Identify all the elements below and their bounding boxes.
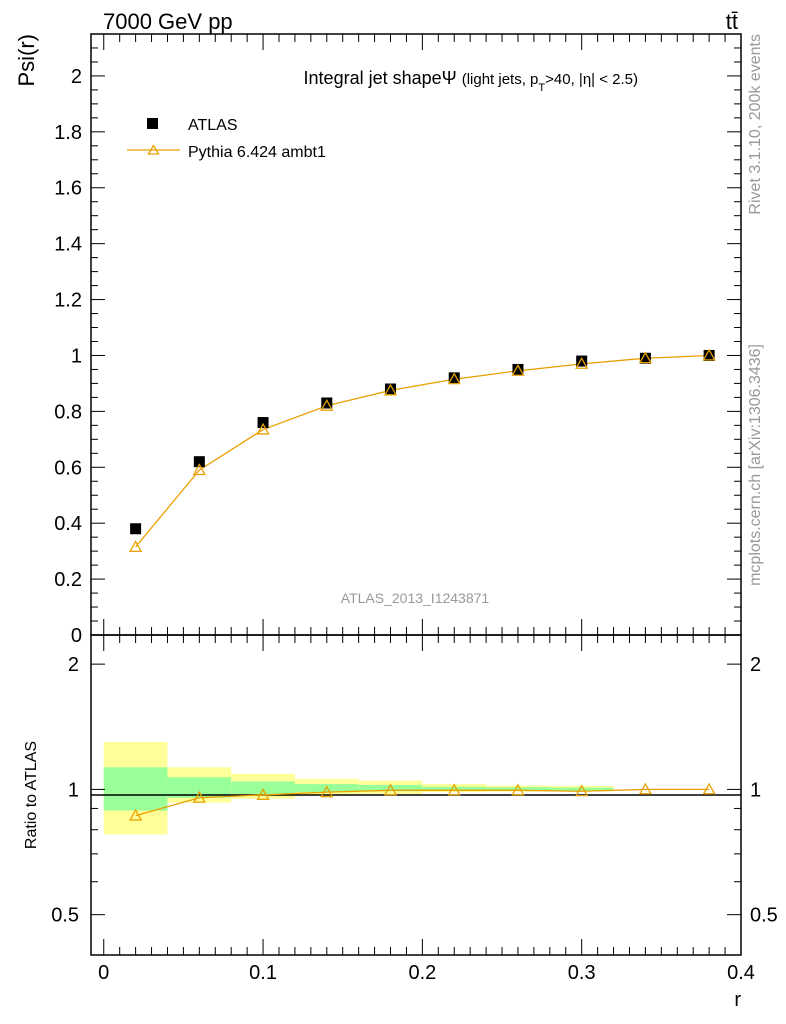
atlas-point xyxy=(385,383,397,395)
ratio-panel: 0.5 0.51 12 2 0 0.1 0.2 0.3 0.4 Ratio to ATLAS … xyxy=(23,634,778,1011)
atlas-point xyxy=(512,363,524,375)
pythia-point xyxy=(702,348,716,361)
main-y-tick-label: 0.2 xyxy=(54,569,82,591)
atlas-point xyxy=(639,352,651,364)
title-subscript: T xyxy=(538,82,545,94)
ratio-pythia-point xyxy=(383,783,398,796)
energy-label: 7000 GeV pp xyxy=(103,9,233,34)
ratio-inner-band xyxy=(231,781,295,794)
main-y-label: Psi(r) xyxy=(14,34,39,87)
ratio-inner-band xyxy=(167,777,232,798)
ratio-pythia-point xyxy=(511,783,525,796)
pythia-line xyxy=(135,354,710,548)
atlas-point xyxy=(576,355,588,367)
ratio-y-tick-label: 0.5 xyxy=(51,905,79,927)
atlas-point xyxy=(257,417,269,429)
main-panel: 0 0.2 0.4 0.6 0.8 1 1.2 1.4 1.6 1.8 2 Psi(r) Integ… xyxy=(14,33,742,647)
ratio-inner-band xyxy=(358,784,423,792)
x-tick-label: 0 xyxy=(98,962,109,984)
atlas-point xyxy=(321,397,333,409)
ratio-pythia-point xyxy=(447,783,461,796)
x-tick-label: 0.3 xyxy=(568,962,596,984)
title-suffix: (light jets, p xyxy=(462,71,539,88)
legend-pythia-label: Pythia 6.424 ambt1 xyxy=(188,144,326,161)
main-y-tick-label: 1.8 xyxy=(54,122,82,144)
ratio-pythia-point xyxy=(575,784,589,797)
legend-atlas-marker xyxy=(147,118,158,129)
ratio-inner-band xyxy=(294,784,359,793)
ratio-y-tick-label-right: 2 xyxy=(750,654,761,676)
ratio-plot-marks xyxy=(129,782,716,821)
x-tick-label: 0.4 xyxy=(727,962,755,984)
main-y-tick-label: 0 xyxy=(71,625,82,647)
mcplots-label: mcplots.cern.ch [arXiv:1306.3436] xyxy=(747,344,764,586)
ratio-inner-band xyxy=(422,786,487,791)
main-plot-marks xyxy=(129,348,716,552)
ratio-y-tick-label: 2 xyxy=(68,654,79,676)
legend-atlas-label: ATLAS xyxy=(188,117,238,134)
main-y-tick-label: 0.8 xyxy=(54,401,82,423)
atlas-point xyxy=(703,349,715,361)
ratio-frame xyxy=(90,634,742,956)
main-y-tick-label: 1 xyxy=(71,345,82,367)
x-axis-label: r xyxy=(734,989,741,1011)
x-axis: 0 0.1 0.2 0.3 0.4 xyxy=(98,635,755,984)
legend: ATLAS Pythia 6.424 ambt1 xyxy=(127,117,326,161)
pythia-point xyxy=(192,463,206,476)
pythia-point xyxy=(447,372,461,385)
process-label: tt̄ xyxy=(726,9,738,34)
pythia-point xyxy=(129,540,143,552)
legend-pythia-marker xyxy=(147,144,160,155)
pythia-point xyxy=(638,351,653,364)
ratio-inner-band xyxy=(103,767,168,811)
pythia-point xyxy=(256,422,270,435)
ratio-inner-band xyxy=(549,787,614,791)
ratio-y-label: Ratio to ATLAS xyxy=(23,741,40,849)
ratio-pythia-line xyxy=(135,788,710,817)
pythia-point xyxy=(511,364,525,376)
main-y-tick-label: 1.2 xyxy=(54,290,82,312)
ratio-y-axis: 0.5 0.5 1 1 2 2 xyxy=(51,654,778,956)
main-y-tick-label: 1.6 xyxy=(54,178,82,200)
ratio-y-tick-label-right: 1 xyxy=(750,779,761,801)
ratio-pythia-point xyxy=(320,785,334,798)
atlas-point xyxy=(130,523,142,535)
pythia-point xyxy=(383,383,398,396)
ratio-pythia-point xyxy=(638,782,653,795)
ratio-y-tick-label-right: 0.5 xyxy=(750,905,778,927)
main-y-tick-label: 0.6 xyxy=(54,457,82,479)
main-y-tick-label: 2 xyxy=(71,66,82,88)
analysis-id: ATLAS_2013_I1243871 xyxy=(341,590,490,606)
ratio-pythia-point xyxy=(129,808,143,821)
ratio-pythia-point xyxy=(192,790,206,803)
main-y-tick-label: 0.4 xyxy=(54,513,82,535)
ratio-pythia-point xyxy=(256,788,270,800)
pythia-point xyxy=(320,398,334,411)
ratio-y-tick-label: 1 xyxy=(68,779,79,801)
main-y-tick-label: 1.4 xyxy=(54,234,82,256)
x-tick-label: 0.2 xyxy=(408,962,436,984)
pythia-point xyxy=(575,357,589,369)
x-tick-label: 0.1 xyxy=(249,962,277,984)
atlas-point xyxy=(448,372,460,384)
main-x-ticks xyxy=(103,34,742,635)
rivet-label: Rivet 3.1.10, 200k events xyxy=(747,34,764,215)
title-tail: >40, |η| < 2.5) xyxy=(545,71,638,88)
main-y-axis: 0 0.2 0.4 0.6 0.8 1 1.2 1.4 1.6 1.8 2 xyxy=(54,33,741,647)
ratio-bands xyxy=(103,741,614,835)
ratio-pythia-point xyxy=(702,782,716,795)
main-title: Integral jet shapeΨ (light jets, pT>40, … xyxy=(304,68,638,94)
ratio-inner-band xyxy=(486,787,550,791)
atlas-point xyxy=(193,456,205,468)
title-main: Integral jet shapeΨ xyxy=(304,68,457,88)
